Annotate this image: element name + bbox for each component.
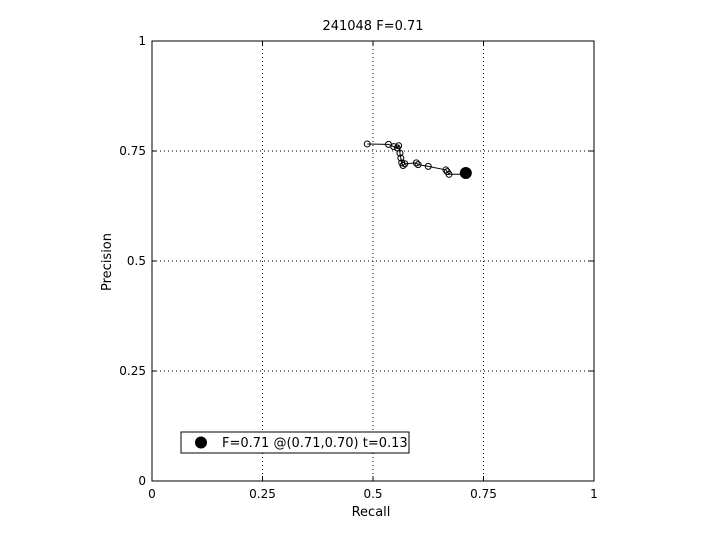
legend-label: F=0.71 @(0.71,0.70) t=0.13 [222,436,408,451]
pr-curve-series [363,140,470,178]
legend: F=0.71 @(0.71,0.70) t=0.13 [180,431,410,454]
pr-curve-point [424,162,432,170]
y-tick-label: 0.25 [119,364,146,378]
best-f-point [459,167,472,179]
best-point-layer [459,167,472,179]
pr-curve-point [401,160,409,168]
y-tick-label: 0.5 [127,254,146,268]
pr-curve-point [414,161,422,169]
y-axis-label: Precision [100,233,115,291]
pr-curve-point [395,142,403,150]
pr-curve-point [445,170,453,178]
pr-curve-point [412,159,420,167]
legend-box [180,431,410,454]
pr-curve-point [399,162,407,170]
legend-marker-icon [195,436,207,449]
axis-ticks: 0 0.25 0.5 0.75 1 0 0.25 0.5 0.75 1 [119,34,598,501]
x-tick-label: 1 [590,487,598,501]
x-axis-label: Recall [352,505,391,520]
x-tick-label: 0.5 [363,487,382,501]
grid-lines [152,41,594,481]
y-tick-label: 0.75 [119,144,146,158]
pr-curve-point [363,140,371,148]
x-tick-label: 0 [148,487,156,501]
pr-curve-point [396,149,404,157]
x-tick-label: 0.75 [470,487,497,501]
y-tick-label: 0 [138,474,146,488]
x-tick-label: 0.25 [249,487,276,501]
y-tick-label: 1 [138,34,146,48]
chart-title: 241048 F=0.71 [322,19,423,34]
pr-curve-point [397,154,405,162]
pr-curve-point [390,143,398,151]
